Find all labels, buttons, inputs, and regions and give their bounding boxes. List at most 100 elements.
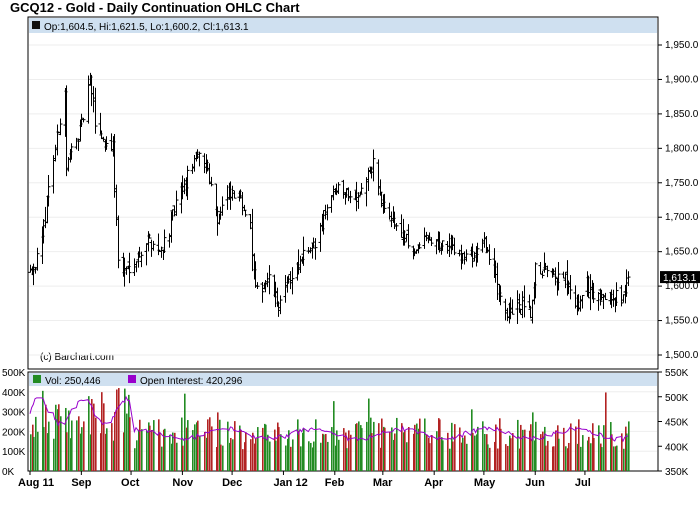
ohlc-bar [255,282,260,289]
volume-bar [416,423,418,471]
volume-bar [361,428,363,471]
price-tick-label: 1,700.0 [665,212,699,223]
x-tick-label: Jun [525,477,545,489]
price-tick-label: 1,650.0 [665,247,699,258]
volume-legend-text: Vol: 250,446 [45,376,101,387]
volume-bar [113,440,115,471]
volume-bar [461,442,463,471]
volume-bar [313,441,315,471]
volume-bar [278,427,280,471]
volume-bar [164,428,166,471]
volume-bar [474,435,476,471]
ohlc-bar [127,252,132,284]
volume-bar [616,445,618,471]
ohlc-bar [580,294,585,309]
volume-bar [384,427,386,471]
volume-bar [230,437,232,471]
ohlc-bar [69,143,74,160]
volume-bar [172,432,174,471]
volume-bar [37,431,39,471]
ohlc-bar [325,204,330,221]
volume-bar [355,424,357,471]
volume-bar [534,440,536,471]
open-interest-legend-swatch [128,375,136,383]
volume-bar [320,442,322,471]
volume-bar [199,436,201,471]
volume-bar [557,425,559,471]
volume-bar [472,432,474,471]
price-tick-label: 1,950.0 [665,40,699,51]
ohlc-bar [116,215,121,269]
volume-bar [383,426,385,471]
volume-bar [146,430,148,471]
ohlc-bar [139,251,144,268]
volume-bar [524,429,526,471]
volume-tick-label: 200K [2,427,26,438]
volume-bar [368,398,370,471]
volume-bar [105,433,107,471]
volume-bar [292,439,294,471]
oi-tick-label: 500K [665,393,689,404]
ohlc-bar [336,182,341,195]
volume-tick-label: 300K [2,408,26,419]
volume-bar [500,428,502,471]
volume-bar [601,447,603,471]
volume-bar [312,447,314,471]
volume-bar [285,445,287,471]
x-tick-label: May [474,477,496,489]
volume-bar [310,442,312,471]
ohlc-bar [475,242,480,263]
volume-bar [47,433,49,471]
ohlc-bar [626,271,631,286]
volume-bar [380,447,382,471]
volume-bar [148,422,150,471]
x-tick-label: Apr [424,477,444,489]
volume-bar [358,421,360,471]
volume-bar [471,409,473,471]
volume-bar [207,419,209,471]
volume-bar [300,446,302,471]
volume-bar [449,448,451,471]
volume-bar [55,404,57,471]
volume-bar [90,434,92,471]
volume-bar [71,420,73,471]
volume-bar [197,420,199,471]
volume-bar [592,423,594,471]
volume-bar [118,388,120,471]
volume-bar [429,443,431,471]
volume-bar [161,446,163,471]
price-tick-label: 1,750.0 [665,178,699,189]
volume-bar [555,430,557,471]
volume-bar [486,434,488,471]
volume-bar [297,419,299,471]
volume-bar [254,443,256,471]
x-tick-label: Feb [325,477,345,489]
volume-bar [182,445,184,471]
chart-title: GCQ12 - Gold - Daily Continuation OHLC C… [10,0,300,15]
ohlc-bar [162,229,167,254]
volume-bar [567,448,569,471]
volume-bar [588,436,590,471]
oi-tick-label: 450K [665,418,689,429]
volume-bar [128,394,130,471]
volume-bar [83,421,85,471]
volume-bar [242,449,244,471]
volume-bar [336,430,338,471]
volume-bar [414,424,416,471]
volume-bar [70,438,72,471]
volume-bar [510,438,512,471]
volume-bar [245,432,247,471]
volume-bar [346,448,348,471]
ohlc-bar [498,285,503,306]
ohlc-legend-swatch [32,21,40,29]
volume-bar [623,448,625,471]
volume-bar [370,417,372,471]
volume-bar [277,422,279,471]
open-interest-legend-text: Open Interest: 420,296 [140,376,243,387]
volume-bar [517,419,519,471]
volume-bar [466,443,468,471]
volume-bar [436,431,438,471]
ohlc-bar [603,292,608,301]
volume-bar [138,429,140,471]
volume-bar [239,425,241,471]
